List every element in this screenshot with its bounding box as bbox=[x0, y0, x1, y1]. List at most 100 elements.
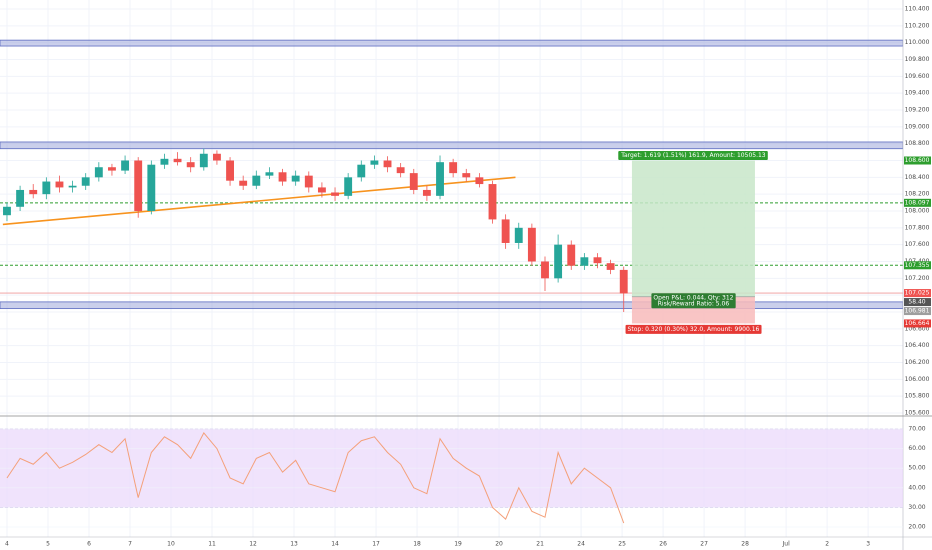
y-tick-label: 109.000 bbox=[905, 123, 930, 130]
price-label-bg bbox=[904, 261, 931, 270]
y-tick-label: 108.000 bbox=[905, 207, 930, 214]
ratio-label: Risk/Reward Ratio: 5.06 bbox=[658, 300, 730, 307]
candle-body bbox=[357, 164, 366, 178]
y-tick-label: 40.00 bbox=[908, 484, 925, 491]
y-tick-label: 109.800 bbox=[905, 56, 930, 63]
price-label-bg bbox=[904, 319, 931, 328]
label-bg bbox=[651, 293, 736, 309]
rsi-line bbox=[6, 432, 625, 524]
candle-body bbox=[278, 172, 287, 182]
candle-body bbox=[383, 160, 392, 168]
candle-body bbox=[134, 160, 143, 211]
candle-body bbox=[396, 167, 405, 174]
y-tick-label: 110.400 bbox=[905, 6, 930, 13]
y-tick-label: 108.400 bbox=[905, 174, 930, 181]
candle-body bbox=[475, 177, 484, 185]
y-tick-label: 106.400 bbox=[905, 342, 930, 349]
x-tick-label: 5 bbox=[46, 541, 50, 548]
zone bbox=[0, 39, 904, 47]
y-tick-label: 109.400 bbox=[905, 90, 930, 97]
price-label-bg bbox=[904, 289, 931, 298]
candle-body bbox=[42, 181, 51, 195]
y-tick-label: 60.00 bbox=[908, 445, 925, 452]
x-tick-label: Jul bbox=[782, 541, 791, 548]
x-tick-label: 3 bbox=[866, 541, 870, 548]
candle-body bbox=[317, 187, 326, 193]
x-tick-label: 27 bbox=[700, 541, 708, 548]
profit-zone bbox=[631, 160, 755, 297]
price-label-bg bbox=[904, 198, 931, 207]
y-tick-label: 107.600 bbox=[905, 241, 930, 248]
price-label: 106.664 bbox=[905, 320, 930, 327]
price-label: 108.097 bbox=[905, 199, 930, 206]
price-label: 58.40 bbox=[908, 299, 925, 306]
y-tick-label: 108.800 bbox=[905, 140, 930, 147]
candle-body bbox=[226, 160, 234, 181]
candle-body bbox=[488, 184, 497, 220]
candle-body bbox=[68, 185, 77, 188]
x-tick-label: 2 bbox=[825, 541, 829, 548]
candle-body bbox=[527, 227, 536, 262]
candle-body bbox=[422, 189, 431, 196]
label-bg bbox=[618, 150, 768, 160]
label-bg bbox=[625, 324, 762, 334]
price-label: 106.981 bbox=[905, 308, 930, 315]
candle-body bbox=[514, 227, 523, 243]
x-tick-label: 28 bbox=[741, 541, 749, 548]
candle-body bbox=[186, 162, 195, 168]
y-tick-label: 70.00 bbox=[908, 425, 925, 432]
candle-body bbox=[462, 173, 471, 178]
x-tick-label: 20 bbox=[495, 541, 503, 548]
pnl-label: Open P&L: 0.044, Qty: 312 bbox=[653, 294, 733, 301]
x-tick-label: 21 bbox=[536, 541, 544, 548]
y-tick-label: 106.200 bbox=[905, 359, 930, 366]
target-label: Target: 1.619 (1.51%) 161.9, Amount: 105… bbox=[620, 152, 766, 159]
x-tick-label: 10 bbox=[167, 541, 175, 548]
candle-body bbox=[567, 244, 576, 266]
y-tick-label: 110.000 bbox=[905, 39, 930, 46]
stop-label: Stop: 0.320 (0.30%) 32.0, Amount: 9900.1… bbox=[628, 326, 760, 333]
x-tick-label: 26 bbox=[659, 541, 667, 548]
candle-body bbox=[265, 172, 274, 176]
candle-body bbox=[331, 192, 339, 196]
y-tick-label: 107.800 bbox=[905, 224, 930, 231]
y-tick-label: 109.200 bbox=[905, 106, 930, 113]
price-label: 108.600 bbox=[905, 157, 930, 164]
candle-body bbox=[81, 177, 90, 186]
x-tick-label: 24 bbox=[577, 541, 585, 548]
candle-body bbox=[580, 257, 589, 266]
y-tick-label: 20.00 bbox=[908, 524, 925, 531]
candle-body bbox=[239, 180, 248, 186]
candle-body bbox=[370, 160, 379, 165]
candle-body bbox=[147, 164, 156, 211]
x-tick-label: 7 bbox=[128, 541, 132, 548]
trend-line bbox=[2, 176, 516, 226]
x-tick-label: 11 bbox=[208, 541, 216, 548]
y-tick-label: 105.800 bbox=[905, 393, 930, 400]
price-axis bbox=[903, 0, 932, 550]
candle-body bbox=[554, 244, 563, 279]
candle-body bbox=[199, 153, 208, 168]
candle-body bbox=[436, 162, 444, 196]
candle-body bbox=[29, 189, 38, 195]
candle-body bbox=[606, 263, 615, 270]
price-label: 107.355 bbox=[905, 262, 930, 269]
x-tick-label: 6 bbox=[87, 541, 91, 548]
x-tick-label: 25 bbox=[618, 541, 626, 548]
x-tick-label: 18 bbox=[413, 541, 421, 548]
candle-body bbox=[409, 173, 418, 190]
candle-body bbox=[304, 175, 313, 188]
x-tick-label: 13 bbox=[290, 541, 298, 548]
x-tick-label: 12 bbox=[249, 541, 257, 548]
candle-body bbox=[252, 175, 261, 186]
x-tick-label: 14 bbox=[331, 541, 339, 548]
candle-body bbox=[3, 206, 11, 216]
candle-body bbox=[121, 160, 130, 171]
price-label-bg bbox=[904, 298, 931, 307]
y-tick-label: 108.200 bbox=[905, 191, 930, 198]
y-tick-label: 109.600 bbox=[905, 73, 930, 80]
price-label: 107.025 bbox=[905, 290, 930, 297]
candle-body bbox=[212, 153, 221, 161]
x-tick-label: 17 bbox=[372, 541, 380, 548]
